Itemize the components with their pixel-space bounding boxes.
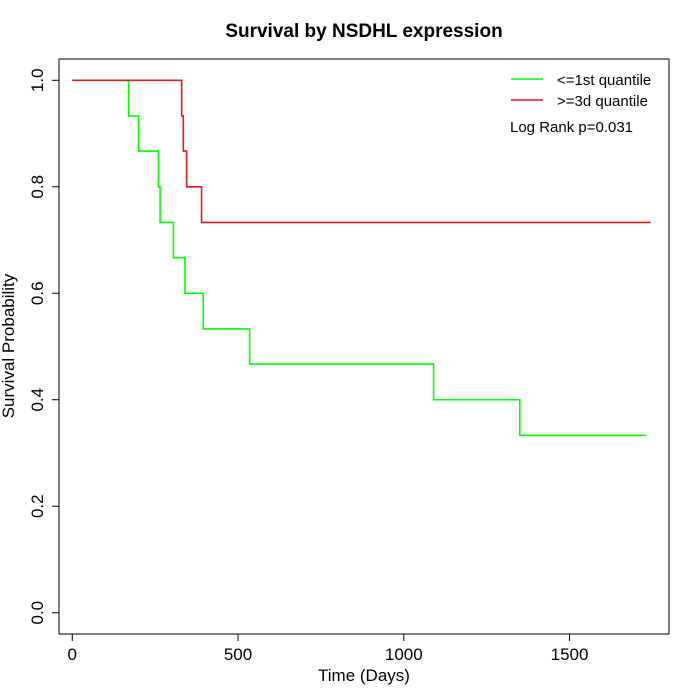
x-tick-label: 500 (224, 645, 252, 664)
plot-frame (58, 58, 670, 635)
x-tick-label: 1000 (385, 645, 423, 664)
x-tick-label: 0 (68, 645, 77, 664)
y-axis-label: Survival Probability (0, 273, 18, 418)
x-axis: 0 500 1000 1500 (68, 633, 589, 664)
series-line-low-quantile (72, 79, 646, 437)
y-tick-label: 0.2 (28, 494, 47, 518)
legend-label-low: <=1st quantile (557, 72, 651, 89)
y-axis: 0.0 0.2 0.4 0.6 0.8 1.0 (28, 68, 60, 625)
legend: <=1st quantile >=3d quantile (511, 72, 651, 110)
y-tick-label: 1.0 (28, 68, 47, 92)
series-line-high-quantile (72, 79, 651, 224)
y-tick-label: 0.0 (28, 601, 47, 625)
series-layer (72, 79, 651, 437)
y-tick-label: 0.8 (28, 175, 47, 199)
x-axis-label: Time (Days) (318, 666, 410, 685)
log-rank-annotation: Log Rank p=0.031 (510, 119, 633, 136)
x-tick-label: 1500 (551, 645, 589, 664)
y-tick-label: 0.6 (28, 281, 47, 305)
y-tick-label: 0.4 (28, 388, 47, 412)
chart-title: Survival by NSDHL expression (225, 21, 502, 42)
legend-label-high: >=3d quantile (557, 93, 648, 110)
